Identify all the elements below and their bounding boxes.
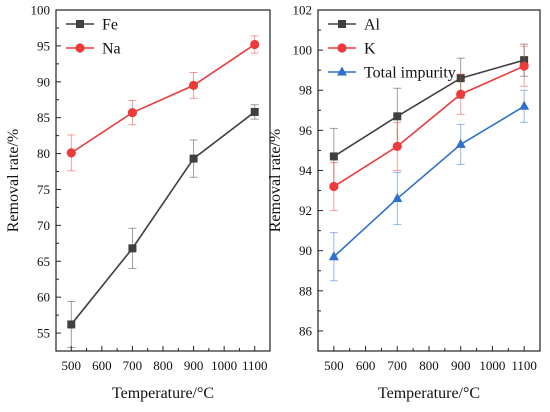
- y-tick-label: 70: [37, 218, 50, 233]
- data-point: [392, 141, 402, 151]
- data-point: [519, 61, 529, 71]
- y-tick-label: 92: [299, 203, 312, 218]
- legend-marker: [75, 43, 85, 53]
- legend-entry: K: [328, 41, 376, 58]
- data-point: [250, 39, 260, 50]
- legend-entry: Na: [66, 41, 121, 58]
- x-tick-label: 1000: [479, 358, 505, 373]
- data-point: [456, 89, 466, 99]
- x-tick-label: 500: [324, 358, 344, 373]
- y-tick-label: 94: [299, 163, 313, 178]
- y-tick-label: 80: [37, 146, 50, 161]
- y-axis-title: Removal rate/%: [5, 129, 22, 233]
- series-line: [333, 65, 525, 188]
- series-na: [66, 35, 260, 172]
- x-tick-label: 900: [451, 358, 471, 373]
- legend-entry: Fe: [66, 17, 118, 34]
- x-tick-label: 800: [419, 358, 439, 373]
- chart-panel-2: 500 600 700 800 900 1000 1100 86 88 90 92 94 96 98 100…: [267, 3, 541, 402]
- x-tick-label: 700: [123, 358, 143, 373]
- y-axis-title: Removal rate/%: [267, 129, 284, 233]
- legend-marker: [338, 20, 346, 28]
- x-tick-label: 1100: [511, 358, 537, 373]
- series-line: [70, 43, 256, 154]
- series-line: [70, 111, 256, 325]
- legend-entry: Al: [328, 17, 381, 34]
- data-point: [328, 251, 339, 261]
- series-line: [333, 105, 525, 258]
- legend-label: Total impurity: [364, 65, 456, 82]
- data-point: [189, 154, 198, 163]
- series-line: [333, 59, 525, 158]
- y-tick-label: 55: [37, 326, 50, 341]
- plot-frame: [55, 9, 271, 352]
- legend-marker: [337, 43, 347, 53]
- x-tick-label: 700: [388, 358, 408, 373]
- data-point: [188, 80, 199, 90]
- data-point: [455, 138, 466, 148]
- x-tick-label: 900: [184, 358, 204, 373]
- series-fe: [67, 104, 259, 348]
- x-tick-label: 600: [356, 358, 376, 373]
- y-tick-label: 90: [299, 243, 312, 258]
- legend-label: Fe: [102, 17, 118, 34]
- data-point: [392, 193, 403, 203]
- y-tick-label: 100: [293, 43, 313, 58]
- data-point: [519, 100, 530, 110]
- y-tick-label: 90: [37, 74, 50, 89]
- series-k: [329, 45, 529, 212]
- x-axis-title: Temperature/°C: [378, 385, 480, 402]
- legend-label: Na: [102, 41, 121, 58]
- data-point: [329, 181, 339, 192]
- series-total-impurity: [328, 89, 530, 282]
- y-tick-label: 100: [31, 3, 51, 18]
- x-axis-title: Temperature/°C: [112, 385, 214, 402]
- x-tick-label: 600: [92, 358, 112, 373]
- data-point: [66, 148, 76, 158]
- plot-frame: [317, 9, 541, 352]
- data-point: [393, 112, 402, 121]
- y-tick-label: 98: [299, 83, 312, 98]
- x-tick-label: 1000: [211, 358, 237, 373]
- y-tick-label: 85: [37, 110, 50, 125]
- y-tick-label: 88: [299, 283, 312, 298]
- legend-label: Al: [364, 17, 381, 34]
- legend-marker: [337, 66, 347, 76]
- data-point: [250, 107, 259, 116]
- chart-panel-1: 500 600 700 800 900 1000 1100 55 60 65 70 75 80 85 90 9…: [5, 3, 271, 402]
- y-tick-label: 95: [37, 38, 50, 53]
- data-point: [128, 244, 137, 253]
- x-tick-label: 500: [62, 358, 82, 373]
- y-tick-label: 75: [37, 182, 50, 197]
- x-tick-label: 1100: [242, 358, 268, 373]
- legend-entry: Total impurity: [328, 65, 456, 82]
- data-point: [67, 320, 76, 329]
- y-tick-label: 96: [299, 123, 313, 138]
- y-tick-label: 102: [293, 3, 313, 18]
- y-tick-label: 65: [37, 254, 50, 269]
- y-tick-label: 86: [299, 323, 313, 338]
- x-tick-label: 800: [153, 358, 173, 373]
- y-tick-label: 60: [37, 290, 50, 305]
- legend-label: K: [364, 41, 376, 58]
- data-point: [127, 108, 138, 118]
- legend-marker: [76, 20, 84, 28]
- data-point: [329, 152, 338, 161]
